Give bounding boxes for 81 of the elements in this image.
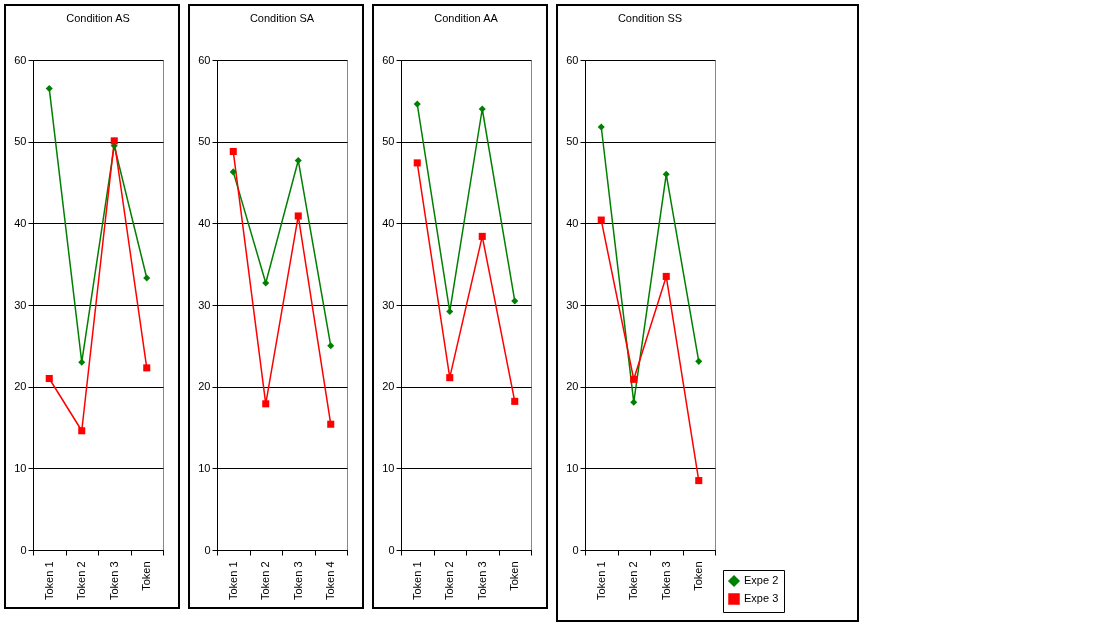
y-tick-label: 30: [566, 298, 579, 311]
point: [662, 170, 670, 178]
y-tick-label: 40: [198, 216, 211, 229]
y-tick-label: 60: [198, 53, 211, 66]
x-tick-label: Token 3: [659, 561, 672, 601]
point: [327, 420, 335, 428]
chart-title: Condition SA: [249, 12, 315, 24]
x-tick-label: Token: [140, 561, 153, 591]
y-tick-label: 50: [382, 135, 395, 148]
y-tick-label: 10: [14, 461, 27, 474]
y-tick-label: 50: [14, 135, 27, 148]
chart-title: Condition SS: [617, 12, 683, 24]
point: [294, 156, 302, 164]
y-tick-label: 60: [566, 53, 579, 66]
x-tick-label: Token 2: [259, 561, 272, 601]
x-tick-label: Token 3: [475, 561, 488, 601]
point: [630, 398, 638, 406]
y-tick-label: 40: [382, 216, 395, 229]
point: [262, 400, 270, 408]
point: [695, 357, 703, 365]
y-tick-label: 10: [566, 461, 579, 474]
point: [597, 216, 605, 224]
x-tick-label: Token: [692, 561, 705, 591]
point: [294, 212, 302, 220]
y-tick-label: 10: [382, 461, 395, 474]
chart-title: Condition AS: [66, 12, 130, 24]
x-tick-label: Token 1: [42, 561, 55, 601]
point: [511, 297, 519, 305]
point: [478, 232, 486, 240]
point: [511, 397, 519, 405]
point: [143, 274, 151, 282]
x-tick-label: Token 3: [291, 561, 304, 601]
x-tick-label: Token 2: [75, 561, 88, 601]
y-tick-label: 50: [566, 135, 579, 148]
point: [229, 168, 237, 176]
x-tick-label: Token: [508, 561, 521, 591]
point: [446, 308, 454, 316]
y-tick-label: 20: [198, 380, 211, 393]
y-tick-label: 30: [14, 298, 27, 311]
y-tick-label: 20: [566, 380, 579, 393]
y-tick-label: 40: [566, 216, 579, 229]
point: [229, 147, 237, 155]
point: [413, 159, 421, 167]
point: [143, 364, 151, 372]
y-tick-label: 30: [198, 298, 211, 311]
y-tick-label: 0: [388, 543, 395, 556]
point: [695, 477, 703, 485]
y-tick-label: 20: [382, 380, 395, 393]
y-tick-label: 20: [14, 380, 27, 393]
point: [446, 374, 454, 382]
y-tick-label: 10: [198, 461, 211, 474]
chart-title: Condition AA: [434, 12, 499, 24]
x-tick-label: Token 2: [443, 561, 456, 601]
point: [478, 105, 486, 113]
y-tick-label: 60: [382, 53, 395, 66]
y-tick-label: 60: [14, 53, 27, 66]
point: [110, 137, 118, 145]
legend-label: Expe 3: [744, 592, 779, 604]
y-tick-label: 40: [14, 216, 27, 229]
x-tick-label: Token 2: [627, 561, 640, 601]
legend-label: Expe 2: [744, 574, 779, 586]
y-tick-label: 30: [382, 298, 395, 311]
point: [262, 279, 270, 287]
x-tick-label: Token 1: [226, 561, 239, 601]
point: [662, 272, 670, 280]
point: [327, 342, 335, 350]
y-tick-label: 0: [204, 543, 211, 556]
x-tick-label: Token 1: [594, 561, 607, 601]
x-tick-label: Token 3: [107, 561, 120, 601]
point: [597, 123, 605, 131]
point: [78, 358, 86, 366]
y-tick-label: 50: [198, 135, 211, 148]
x-tick-label: Token 1: [410, 561, 423, 601]
point: [78, 427, 86, 435]
point: [45, 85, 53, 93]
y-tick-label: 0: [572, 543, 579, 556]
point: [45, 374, 53, 383]
x-tick-label: Token 4: [324, 561, 337, 601]
y-tick-label: 0: [20, 543, 27, 556]
point: [413, 100, 421, 108]
point: [630, 375, 638, 383]
